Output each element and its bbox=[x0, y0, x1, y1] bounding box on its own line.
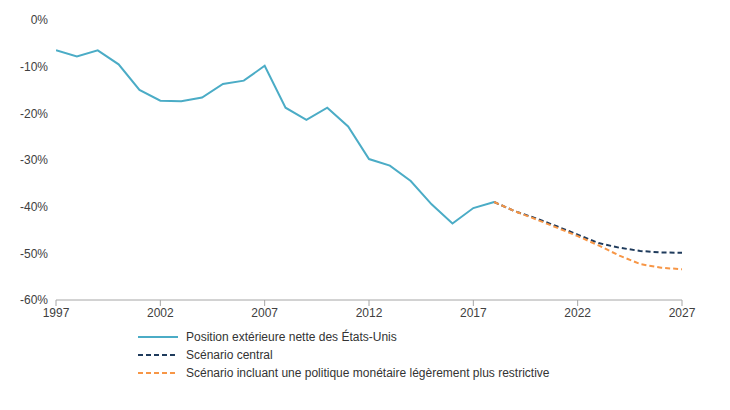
svg-text:2007: 2007 bbox=[251, 306, 278, 320]
svg-text:1997: 1997 bbox=[43, 306, 70, 320]
svg-text:0%: 0% bbox=[31, 13, 49, 27]
html-text:Scénario incluant une politiqu: Scénario incluant une politique monétair… bbox=[186, 366, 550, 380]
html-text:Position extérieure nette des: Position extérieure nette des États-Unis bbox=[186, 330, 397, 344]
svg-text:-60%: -60% bbox=[20, 293, 48, 307]
html-text:Scénario central: Scénario central bbox=[186, 348, 273, 362]
svg-text:2002: 2002 bbox=[147, 306, 174, 320]
svg-text:2017: 2017 bbox=[460, 306, 487, 320]
svg-text:-50%: -50% bbox=[20, 247, 48, 261]
svg-text:2027: 2027 bbox=[669, 306, 696, 320]
svg-text:2022: 2022 bbox=[564, 306, 591, 320]
svg-text:-40%: -40% bbox=[20, 200, 48, 214]
svg-text:2012: 2012 bbox=[356, 306, 383, 320]
svg-text:-20%: -20% bbox=[20, 107, 48, 121]
svg-text:-30%: -30% bbox=[20, 153, 48, 167]
svg-text:-10%: -10% bbox=[20, 60, 48, 74]
